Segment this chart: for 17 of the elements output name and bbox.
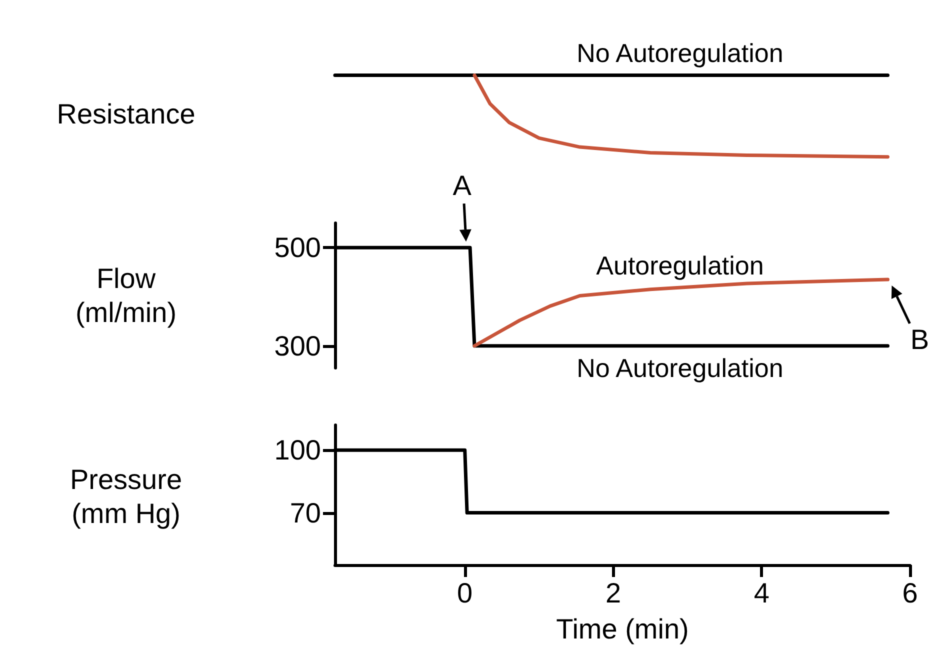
x-tick-label: 4: [754, 578, 770, 608]
x-tick-label: 6: [902, 578, 918, 608]
y-tick-label: 500: [274, 232, 321, 264]
x-tick-label: 2: [605, 578, 622, 608]
y-tick-label: 300: [274, 330, 321, 362]
y-axis-title: Resistance: [56, 98, 196, 130]
x-tick-label: 0: [457, 578, 473, 608]
series-label: Autoregulation: [596, 250, 764, 281]
annotation: A: [452, 170, 472, 202]
y-axis-title: Pressure (mm Hg): [70, 464, 182, 529]
y-tick-label: 70: [290, 497, 321, 528]
series-label: No Autoregulation: [576, 38, 784, 68]
y-tick-label: 100: [274, 434, 321, 466]
x-axis-title: Time (min): [556, 614, 689, 644]
y-axis-title: Flow (ml/min): [75, 263, 177, 328]
series-label: No Autoregulation: [576, 352, 784, 383]
annotation: B: [910, 324, 930, 356]
